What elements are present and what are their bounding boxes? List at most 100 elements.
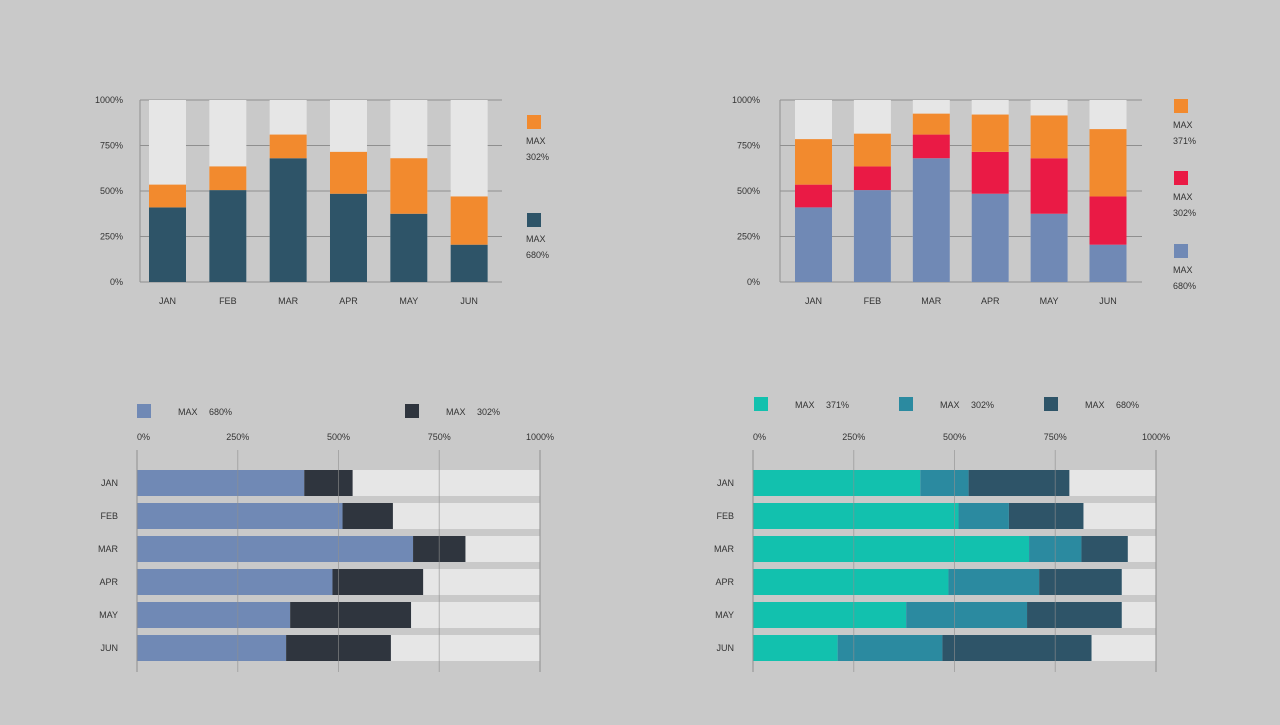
chart-top-left-y-tick-label: 0% (110, 277, 123, 287)
chart-bottom-left-legend-label: MAX (446, 407, 466, 417)
chart-top-left-legend-value: 302% (526, 152, 549, 162)
chart-top-right-bar-apr (971, 114, 1009, 152)
chart-top-right-bar-feb (853, 166, 891, 191)
chart-bottom-left-bar-may (290, 602, 412, 628)
chart-top-right-category-label: MAR (921, 296, 942, 306)
chart-top-left-legend-label: MAX (526, 234, 546, 244)
chart-top-left-bar-jun (450, 244, 488, 282)
chart-top-right-legend-swatch (1174, 244, 1188, 258)
chart-top-right-y-tick-label: 500% (737, 186, 760, 196)
chart-top-right-bar-jan (795, 139, 832, 185)
chart-bottom-right-category-label: FEB (716, 511, 734, 521)
chart-bottom-right-bar-apr (948, 569, 1040, 595)
chart-top-right-bar-jan (795, 184, 832, 208)
chart-top-right-legend-label: MAX (1173, 120, 1193, 130)
chart-bottom-right-bar-jun (837, 635, 943, 661)
chart-bottom-right-x-tick-label: 250% (842, 432, 865, 442)
chart-top-right-bar-feb (853, 190, 891, 282)
chart-bottom-right-bar-feb (753, 503, 959, 529)
chart-top-left-bar-jan (149, 207, 186, 282)
chart-top-right-bar-apr (971, 193, 1009, 282)
chart-top-left-bar-may (390, 158, 428, 214)
chart-top-right-y-tick-label: 1000% (732, 95, 760, 105)
chart-top-left-legend-value: 680% (526, 250, 549, 260)
chart-bottom-left-legend-swatch (137, 404, 151, 418)
chart-top-right-bar-jun (1089, 244, 1127, 282)
chart-bottom-left-bar-may (137, 602, 291, 628)
chart-top-left-bar-apr (329, 193, 367, 282)
chart-top-right-category-label: JAN (805, 296, 822, 306)
chart-bottom-right-legend-label: MAX (1085, 400, 1105, 410)
chart-bottom-left-category-label: JAN (101, 478, 118, 488)
chart-bottom-right-category-label: JUN (717, 643, 735, 653)
chart-bottom-right-bar-jun (753, 635, 838, 661)
chart-bottom-left-bar-apr (137, 569, 333, 595)
chart-top-right-bar-may (1030, 158, 1068, 214)
chart-bottom-left-bar-jan (137, 470, 305, 496)
chart-top-left-bar-feb (209, 166, 247, 191)
chart-top-right-category-label: FEB (864, 296, 882, 306)
chart-top-right-bar-mar (912, 134, 950, 159)
chart-bottom-left-x-tick-label: 0% (137, 432, 150, 442)
chart-top-left-bar-jan (149, 184, 186, 208)
chart-bottom-right-bar-jun (942, 635, 1092, 661)
chart-bottom-left-bar-feb (137, 503, 343, 529)
chart-bottom-right-legend-label: MAX (940, 400, 960, 410)
chart-bottom-left-legend-swatch (405, 404, 419, 418)
chart-bottom-left-category-label: JUN (101, 643, 119, 653)
chart-bottom-left-legend-value: 680% (209, 407, 232, 417)
chart-top-right-bar-feb (853, 133, 891, 167)
chart-bottom-right-x-tick-label: 500% (943, 432, 966, 442)
chart-bottom-right-bar-apr (753, 569, 949, 595)
chart-bottom-left-bar-apr (332, 569, 424, 595)
chart-bottom-right-legend-value: 371% (826, 400, 849, 410)
chart-top-left-legend-label: MAX (526, 136, 546, 146)
chart-bottom-left-x-tick-label: 500% (327, 432, 350, 442)
chart-bottom-left-x-tick-label: 750% (428, 432, 451, 442)
chart-top-left-y-tick-label: 1000% (95, 95, 123, 105)
chart-bottom-right-bar-feb (958, 503, 1009, 529)
chart-top-left-bar-apr (329, 151, 367, 194)
chart-bottom-left-category-label: APR (99, 577, 118, 587)
chart-top-left-bar-mar (269, 158, 307, 282)
chart-top-right-bar-mar (912, 113, 950, 135)
chart-top-right-bar-jun (1089, 196, 1127, 245)
chart-bottom-right-bar-jan (920, 470, 969, 496)
chart-top-left-bar-jun (450, 196, 488, 245)
chart-bottom-left-category-label: MAR (98, 544, 119, 554)
chart-bottom-left-legend-label: MAX (178, 407, 198, 417)
chart-top-right-bar-jun (1089, 129, 1127, 197)
chart-top-right-legend-value: 371% (1173, 136, 1196, 146)
chart-bottom-right-bar-feb (1008, 503, 1084, 529)
chart-bottom-right-bar-may (1027, 602, 1122, 628)
chart-top-right-y-tick-label: 0% (747, 277, 760, 287)
chart-top-right-y-tick-label: 250% (737, 232, 760, 242)
chart-top-left-y-tick-label: 250% (100, 232, 123, 242)
chart-bottom-right-legend-swatch (899, 397, 913, 411)
chart-bottom-right-bar-jan (968, 470, 1070, 496)
chart-top-left-bar-may (390, 213, 428, 282)
chart-bottom-right-bar-mar (1081, 536, 1128, 562)
chart-top-left-legend-swatch (527, 213, 541, 227)
chart-top-right-bar-jan (795, 207, 832, 282)
chart-bottom-left-x-tick-label: 250% (226, 432, 249, 442)
chart-top-left-category-label: MAR (278, 296, 299, 306)
chart-top-right-category-label: JUN (1099, 296, 1117, 306)
chart-top-left-y-tick-label: 500% (100, 186, 123, 196)
chart-bottom-right-legend-value: 680% (1116, 400, 1139, 410)
chart-top-left-bar-mar (269, 134, 307, 159)
chart-top-right-legend-value: 680% (1173, 281, 1196, 291)
chart-top-right-category-label: MAY (1040, 296, 1059, 306)
chart-top-left-category-label: JAN (159, 296, 176, 306)
chart-top-left-category-label: APR (339, 296, 358, 306)
chart-bottom-right-category-label: MAY (715, 610, 734, 620)
chart-bottom-left-legend-value: 302% (477, 407, 500, 417)
chart-bottom-right-legend-value: 302% (971, 400, 994, 410)
chart-bottom-left-bar-jan (304, 470, 353, 496)
chart-bottom-left-bar-jun (137, 635, 287, 661)
chart-bottom-right-bar-jan (753, 470, 921, 496)
chart-top-right-legend-label: MAX (1173, 265, 1193, 275)
chart-top-right-legend-swatch (1174, 171, 1188, 185)
